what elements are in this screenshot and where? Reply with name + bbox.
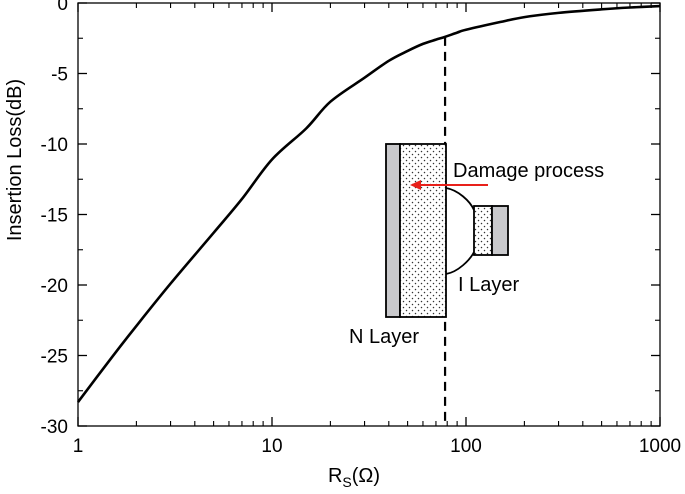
axis-tick-labels: 1 10 100 1000 0 -5 -10 -15 -20 -25 -30: [41, 0, 682, 457]
neck-upper: [445, 187, 475, 211]
insertion-loss-curve: [76, 4, 661, 403]
n-layer-contact: [385, 143, 401, 318]
y-tick-label: -5: [51, 65, 68, 86]
x-axis-label-subscript: S: [342, 474, 351, 490]
i-layer-region: [473, 205, 493, 256]
i-layer-label: I Layer: [458, 274, 519, 296]
y-axis-label: Insertion Loss(dB): [4, 79, 26, 241]
y-tick-label: -25: [41, 347, 68, 368]
x-tick-label: 1: [73, 436, 84, 457]
damage-process-label: Damage process: [453, 160, 604, 182]
y-tick-label: -15: [41, 206, 68, 227]
damage-arrow-head: [410, 180, 421, 190]
y-tick-label: 0: [57, 0, 68, 15]
x-axis-label-main: R: [328, 465, 342, 487]
i-layer-contact: [491, 205, 509, 256]
x-axis-label: RS(Ω): [328, 465, 380, 490]
axis-ticks: [77, 2, 661, 427]
n-layer-label: N Layer: [349, 326, 419, 348]
pin-diode-inset: Damage process I Layer N Layer: [349, 143, 604, 348]
y-tick-label: -30: [41, 417, 68, 438]
n-layer-region: [399, 143, 447, 318]
x-tick-label: 100: [450, 436, 482, 457]
y-tick-label: -10: [41, 135, 68, 156]
x-tick-label: 1000: [639, 436, 681, 457]
neck-lower: [445, 251, 475, 275]
x-tick-label: 10: [261, 436, 282, 457]
x-axis-label-unit: (Ω): [352, 465, 380, 487]
plot-frame: [77, 2, 661, 427]
y-tick-label: -20: [41, 276, 68, 297]
